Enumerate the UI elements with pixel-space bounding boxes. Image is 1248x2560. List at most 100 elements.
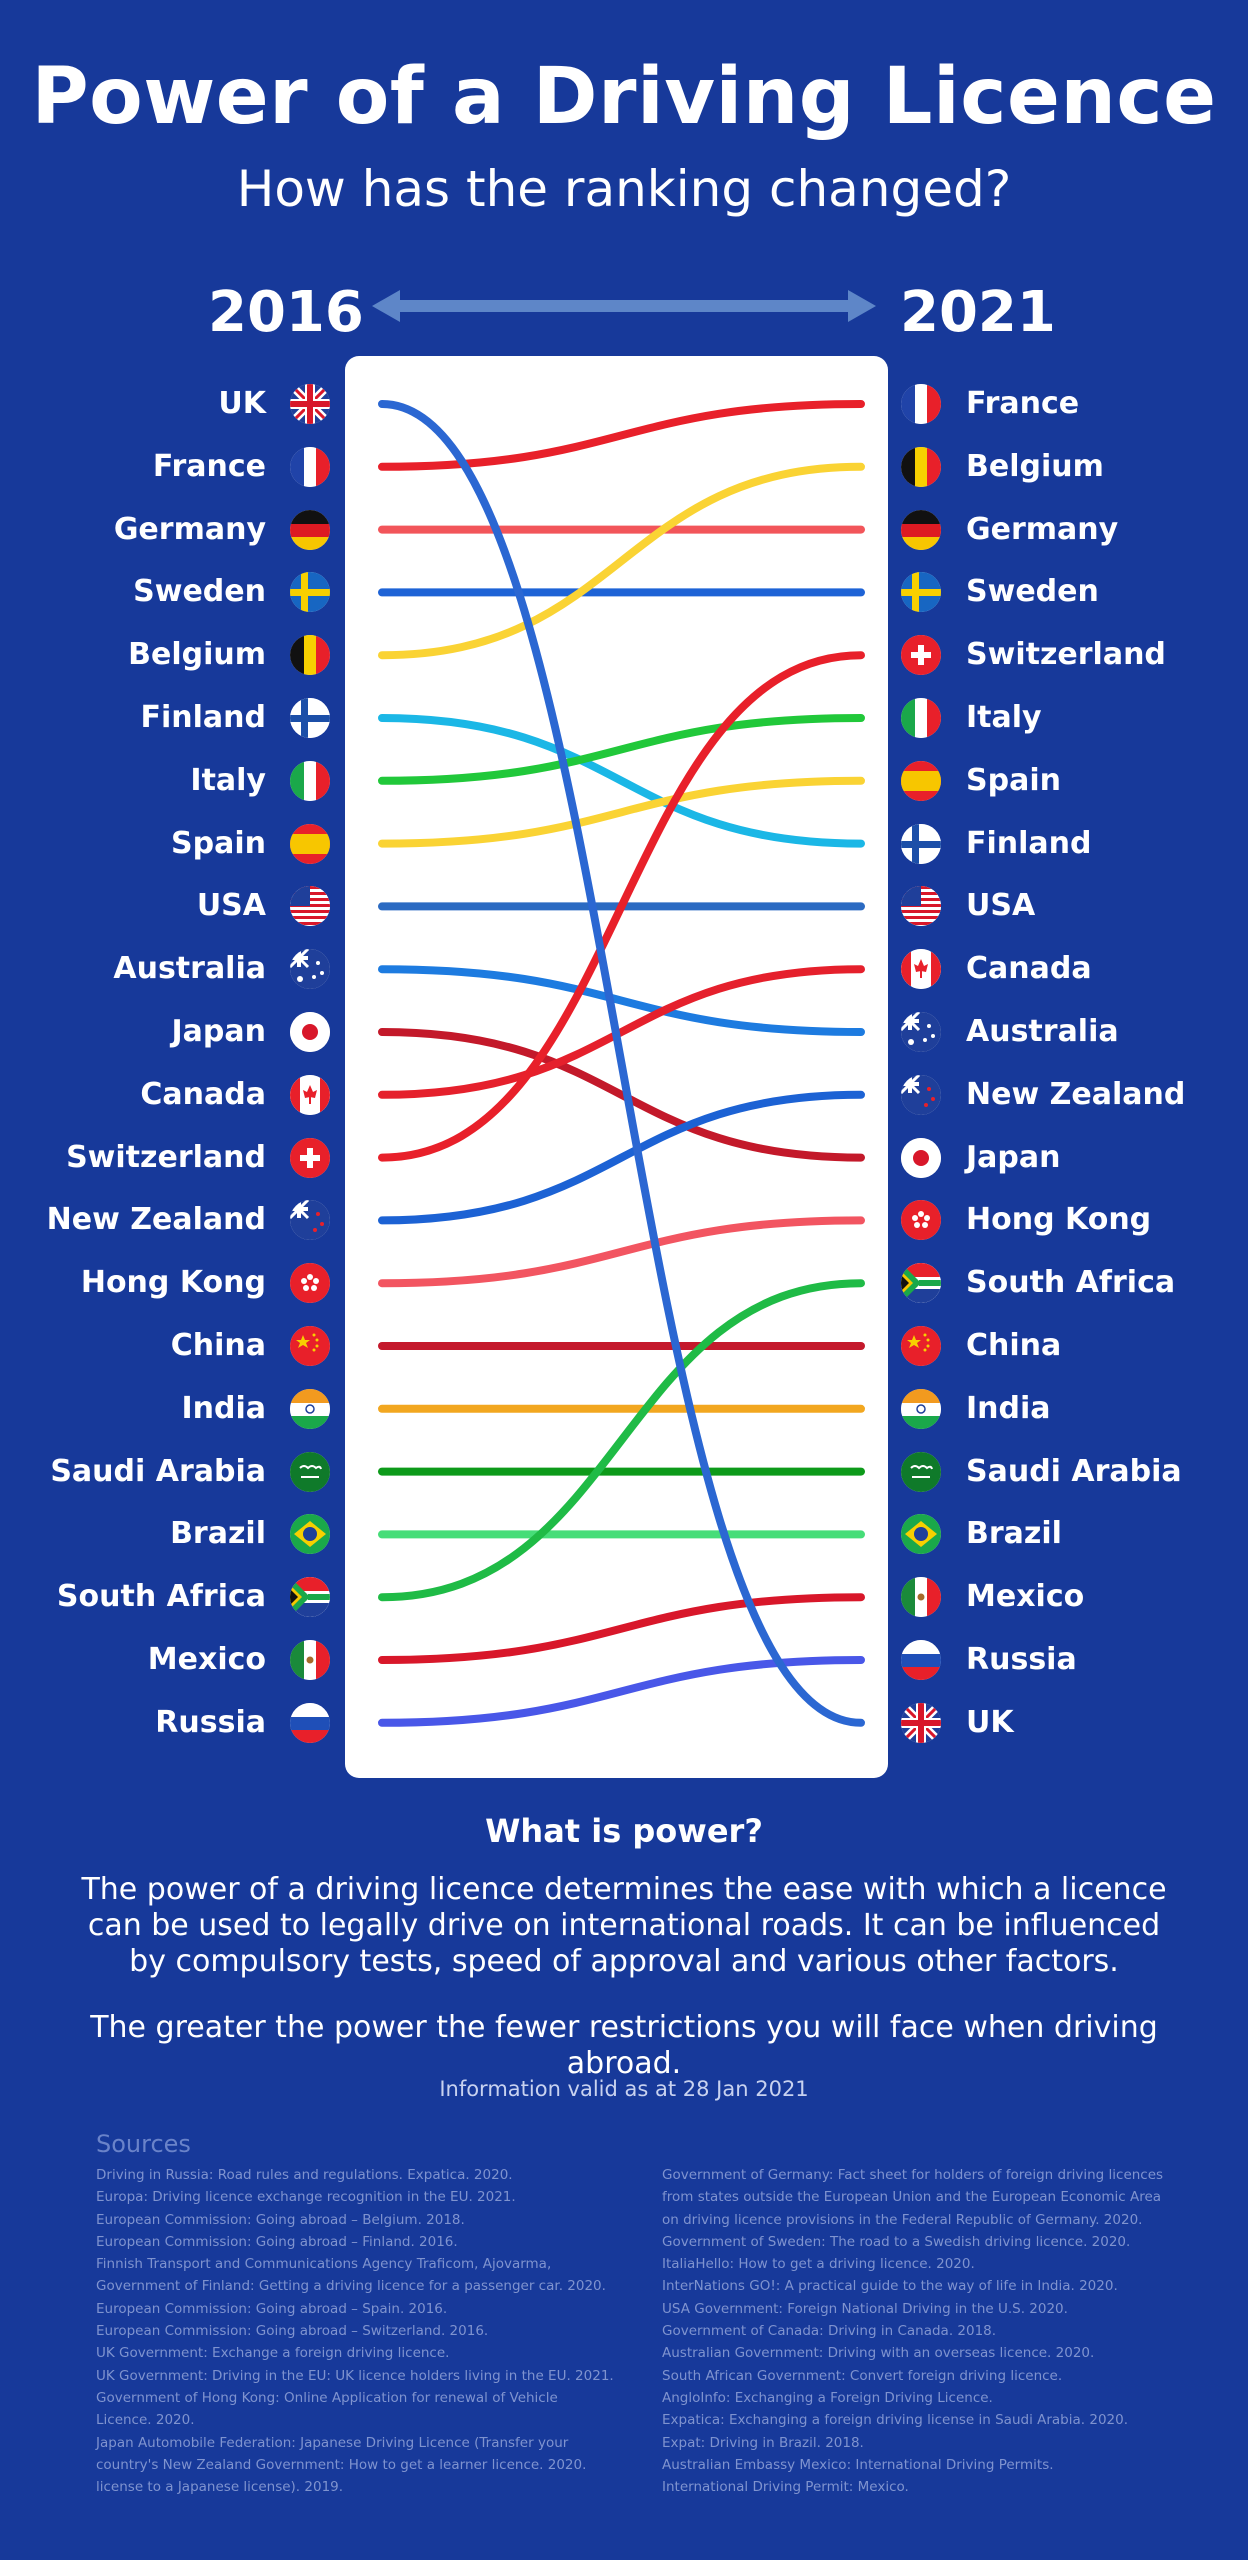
label-2021-india: India xyxy=(966,1390,1051,1426)
saudi-arabia-flag-icon xyxy=(901,1451,941,1492)
source-item: Government of Hong Kong: Online Applicat… xyxy=(96,2389,558,2429)
australia-flag-icon xyxy=(901,1012,941,1052)
label-2016-russia: Russia xyxy=(155,1704,266,1740)
spain-flag-icon xyxy=(901,760,941,801)
source-item: InterNations GO!: A practical guide to t… xyxy=(662,2278,1118,2295)
source-item: European Commission: Going abroad – Finl… xyxy=(96,2233,458,2250)
label-2016-new-zealand: New Zealand xyxy=(46,1202,266,1238)
new-zealand-flag-icon xyxy=(290,1200,330,1241)
source-item: International Driving Permit: Mexico. xyxy=(662,2479,909,2496)
russia-flag-icon xyxy=(901,1640,941,1680)
source-item: Government of Germany: Fact sheet for ho… xyxy=(662,2167,1164,2228)
france-flag-icon xyxy=(901,384,941,424)
source-item: Expat: Driving in Brazil. 2018. xyxy=(662,2434,864,2451)
belgium-flag-icon xyxy=(901,446,941,487)
source-item: Japan Automobile Federation: Japanese Dr… xyxy=(96,2434,587,2473)
finland-flag-icon xyxy=(901,823,941,864)
label-2021-canada: Canada xyxy=(966,951,1092,987)
label-2021-uk: UK xyxy=(966,1704,1014,1740)
label-2016-japan: Japan xyxy=(171,1014,266,1049)
label-2021-switzerland: Switzerland xyxy=(966,637,1166,673)
australia-flag-icon xyxy=(290,949,330,990)
sources-right-column: Government of Germany: Fact sheet for ho… xyxy=(662,2164,1182,2498)
label-2021-china: China xyxy=(966,1328,1062,1363)
rank-line-finland xyxy=(378,714,865,848)
label-2021-belgium: Belgium xyxy=(966,448,1104,484)
rank-line-australia xyxy=(378,965,865,1036)
label-2016-france: France xyxy=(152,448,266,484)
canada-flag-icon xyxy=(290,1074,330,1115)
rank-line-uk xyxy=(378,400,865,1727)
hong-kong-flag-icon xyxy=(901,1200,941,1241)
brazil-flag-icon xyxy=(901,1514,941,1555)
india-flag-icon xyxy=(290,1388,330,1429)
rank-line-russia xyxy=(378,1656,865,1727)
germany-flag-icon xyxy=(901,509,941,550)
label-2016-sweden: Sweden xyxy=(133,574,266,610)
rank-line-hong-kong xyxy=(378,1216,865,1288)
japan-flag-icon xyxy=(290,1012,330,1052)
usa-flag-icon xyxy=(901,886,941,927)
germany-flag-icon xyxy=(290,509,330,550)
france-flag-icon xyxy=(290,446,330,487)
rank-line-south-africa xyxy=(378,1279,865,1602)
south-africa-flag-icon xyxy=(290,1577,330,1618)
rank-line-france xyxy=(378,400,865,471)
label-2016-china: China xyxy=(170,1328,266,1363)
label-2021-finland: Finland xyxy=(966,825,1092,861)
label-2016-india: India xyxy=(181,1390,266,1426)
source-item: AngloInfo: Exchanging a Foreign Driving … xyxy=(662,2389,993,2406)
source-item: Finnish Transport and Communications Age… xyxy=(96,2256,606,2295)
source-item: European Commission: Going abroad – Swit… xyxy=(96,2323,489,2340)
label-2021-saudi-arabia: Saudi Arabia xyxy=(966,1453,1182,1489)
china-flag-icon xyxy=(901,1326,941,1366)
label-2021-brazil: Brazil xyxy=(966,1516,1062,1552)
label-2016-italy: Italy xyxy=(190,762,266,798)
switzerland-flag-icon xyxy=(901,635,941,676)
sweden-flag-icon xyxy=(901,572,941,613)
label-2016-spain: Spain xyxy=(171,825,266,861)
source-item: ItaliaHello: How to get a driving licenc… xyxy=(662,2256,975,2273)
rank-line-spain xyxy=(378,776,865,848)
label-2016-usa: USA xyxy=(196,888,266,924)
label-2016-hong-kong: Hong Kong xyxy=(80,1265,266,1301)
canada-flag-icon xyxy=(901,949,941,990)
what-is-power-heading: What is power? xyxy=(485,1812,763,1850)
page-subtitle: How has the ranking changed? xyxy=(236,160,1012,218)
source-item: Australian Government: Driving with an o… xyxy=(662,2345,1095,2362)
label-2021-france: France xyxy=(966,386,1080,421)
mexico-flag-icon xyxy=(290,1640,330,1680)
label-2021-new-zealand: New Zealand xyxy=(966,1076,1186,1112)
label-2021-australia: Australia xyxy=(966,1014,1119,1049)
label-2016-canada: Canada xyxy=(140,1076,266,1112)
label-2016-brazil: Brazil xyxy=(170,1516,266,1552)
sweden-flag-icon xyxy=(290,572,330,613)
source-item: South African Government: Convert foreig… xyxy=(662,2367,1063,2384)
label-2016-australia: Australia xyxy=(113,951,266,987)
label-2016-germany: Germany xyxy=(113,511,266,547)
label-2016-finland: Finland xyxy=(140,700,267,735)
india-flag-icon xyxy=(901,1388,941,1429)
italy-flag-icon xyxy=(901,698,941,738)
label-2016-mexico: Mexico xyxy=(147,1642,266,1677)
source-item: license to a Japanese license). 2019. xyxy=(96,2479,344,2496)
rank-lines-chart xyxy=(378,400,865,1727)
rank-line-new-zealand xyxy=(378,1090,865,1225)
brazil-flag-icon xyxy=(290,1514,330,1555)
belgium-flag-icon xyxy=(290,635,330,676)
rank-line-italy xyxy=(378,714,865,785)
year-right-label: 2021 xyxy=(900,280,1056,345)
rank-line-switzerland xyxy=(378,651,865,1162)
source-item: UK Government: Exchange a foreign drivin… xyxy=(96,2345,450,2362)
source-item: USA Government: Foreign National Driving… xyxy=(662,2300,1068,2317)
label-2021-germany: Germany xyxy=(966,511,1119,547)
rank-line-canada xyxy=(378,965,865,1099)
japan-flag-icon xyxy=(901,1137,941,1178)
china-flag-icon xyxy=(290,1326,330,1366)
source-item: Government of Sweden: The road to a Swed… xyxy=(662,2233,1131,2250)
russia-flag-icon xyxy=(290,1702,330,1743)
saudi-arabia-flag-icon xyxy=(290,1451,330,1492)
label-2021-italy: Italy xyxy=(966,700,1042,735)
page-title: Power of a Driving Licence xyxy=(31,52,1217,142)
label-2016-saudi-arabia: Saudi Arabia xyxy=(50,1453,266,1489)
